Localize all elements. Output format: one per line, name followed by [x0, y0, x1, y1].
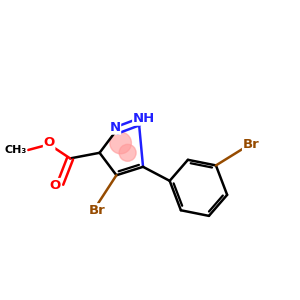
Text: Br: Br: [243, 138, 259, 151]
Circle shape: [110, 132, 131, 154]
Circle shape: [119, 144, 136, 161]
Text: O: O: [44, 136, 55, 149]
Text: NH: NH: [133, 112, 155, 125]
Text: Br: Br: [88, 204, 105, 217]
Text: CH₃: CH₃: [4, 145, 27, 155]
Text: N: N: [110, 121, 121, 134]
Text: O: O: [50, 178, 61, 191]
